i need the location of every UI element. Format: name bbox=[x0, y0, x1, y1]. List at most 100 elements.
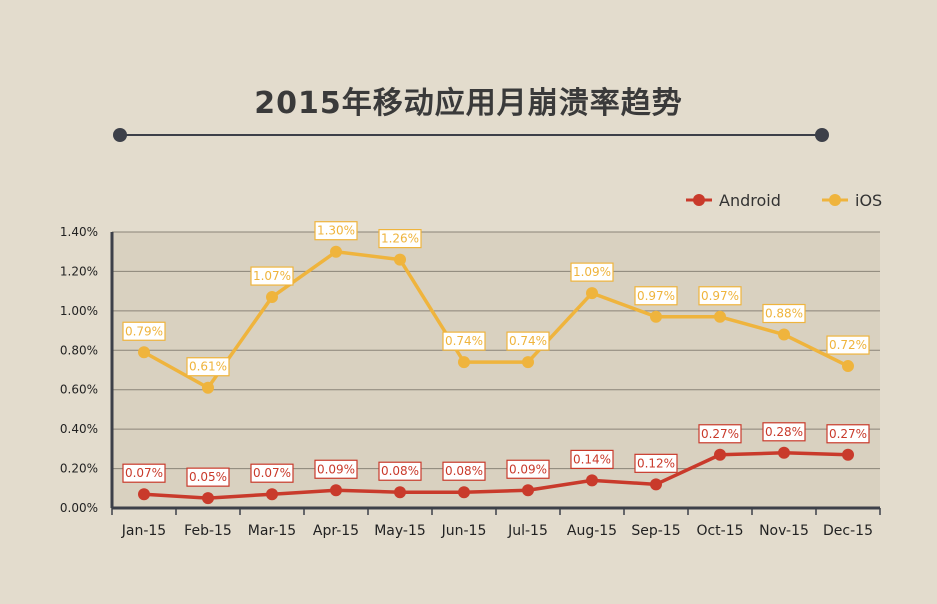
android-label-box bbox=[826, 424, 870, 444]
ios-label-box bbox=[314, 221, 358, 241]
ios-point bbox=[586, 287, 598, 300]
android-data-label: 0.08% bbox=[381, 464, 419, 478]
ios-data-label: 1.09% bbox=[573, 265, 611, 279]
legend-label: iOS bbox=[855, 191, 882, 210]
ios-label-box bbox=[506, 331, 550, 351]
android-point bbox=[650, 478, 662, 491]
android-label-box bbox=[186, 467, 230, 487]
x-tick-label: Apr-15 bbox=[313, 523, 359, 539]
ios-point bbox=[842, 360, 854, 373]
ios-point bbox=[266, 291, 278, 304]
x-tick-label: Jul-15 bbox=[507, 523, 548, 539]
divider-dot-left bbox=[113, 128, 127, 142]
x-tick-label: Nov-15 bbox=[759, 523, 809, 539]
android-point bbox=[202, 492, 214, 505]
android-data-label: 0.28% bbox=[765, 425, 803, 439]
title-divider bbox=[120, 134, 822, 136]
legend-android: Android bbox=[686, 191, 781, 210]
ios-label-box bbox=[186, 357, 230, 377]
x-tick-label: Sep-15 bbox=[631, 523, 680, 539]
y-tick-label: 0.40% bbox=[60, 422, 98, 436]
legend-swatch-dot bbox=[693, 194, 705, 206]
y-tick-label: 0.00% bbox=[60, 501, 98, 515]
ios-label-box bbox=[250, 266, 294, 286]
android-label-box bbox=[442, 461, 486, 481]
ios-line bbox=[143, 249, 849, 390]
ios-label-box bbox=[442, 331, 486, 351]
ios-data-label: 0.79% bbox=[125, 324, 163, 338]
ios-data-label: 1.07% bbox=[253, 269, 291, 283]
android-label-box bbox=[762, 422, 806, 442]
android-line bbox=[143, 451, 849, 500]
android-data-label: 0.09% bbox=[317, 462, 355, 476]
legend-label: Android bbox=[719, 191, 781, 210]
ios-point bbox=[138, 346, 150, 359]
ios-data-label: 0.72% bbox=[829, 338, 867, 352]
android-data-label: 0.07% bbox=[125, 466, 163, 480]
x-tick-label: Feb-15 bbox=[184, 523, 232, 539]
ios-point bbox=[394, 253, 406, 266]
legend-ios: iOS bbox=[822, 191, 882, 210]
plot-area bbox=[112, 232, 880, 508]
android-data-label: 0.07% bbox=[253, 466, 291, 480]
android-point bbox=[586, 474, 598, 487]
x-tick-label: Dec-15 bbox=[823, 523, 873, 539]
x-tick-label: Oct-15 bbox=[696, 523, 743, 539]
x-tick-label: Aug-15 bbox=[567, 523, 617, 539]
ios-point bbox=[458, 356, 470, 369]
y-tick-label: 1.00% bbox=[60, 304, 98, 318]
android-label-box bbox=[314, 459, 358, 479]
android-label-box bbox=[378, 461, 422, 481]
y-tick-label: 1.20% bbox=[60, 264, 98, 278]
y-tick-label: 0.60% bbox=[60, 383, 98, 397]
y-tick-label: 0.80% bbox=[60, 343, 98, 357]
ios-data-label: 0.74% bbox=[445, 334, 483, 348]
ios-data-label: 0.97% bbox=[701, 289, 739, 303]
ios-label-box bbox=[698, 286, 742, 306]
android-point bbox=[842, 448, 854, 461]
ios-point bbox=[714, 310, 726, 323]
android-point bbox=[778, 446, 790, 459]
ios-point bbox=[522, 356, 534, 369]
series-android: 0.07% 0.05% 0.07% 0.09% 0.08% 0.08% 0.09% 0.14%… bbox=[122, 422, 870, 505]
ios-label-box bbox=[826, 335, 870, 355]
android-data-label: 0.09% bbox=[509, 462, 547, 476]
android-label-box bbox=[634, 453, 678, 473]
android-point bbox=[714, 448, 726, 461]
ios-label-box bbox=[122, 321, 166, 341]
android-data-label: 0.08% bbox=[445, 464, 483, 478]
android-label-box bbox=[250, 463, 294, 483]
ios-point bbox=[778, 328, 790, 341]
android-point bbox=[330, 484, 342, 497]
ios-point bbox=[650, 310, 662, 323]
android-point bbox=[394, 486, 406, 499]
ios-data-label: 1.26% bbox=[381, 232, 419, 246]
ios-data-label: 0.61% bbox=[189, 360, 227, 374]
android-point bbox=[138, 488, 150, 501]
android-data-label: 0.14% bbox=[573, 452, 611, 466]
android-data-label: 0.27% bbox=[701, 427, 739, 441]
ios-label-box bbox=[570, 262, 614, 282]
android-label-box bbox=[122, 463, 166, 483]
android-label-box bbox=[570, 449, 614, 469]
android-label-box bbox=[506, 459, 550, 479]
ios-data-label: 1.30% bbox=[317, 224, 355, 238]
x-tick-label: Jan-15 bbox=[121, 523, 166, 539]
divider-dot-right bbox=[815, 128, 829, 142]
android-data-label: 0.27% bbox=[829, 427, 867, 441]
x-tick-label: Mar-15 bbox=[248, 523, 296, 539]
android-point bbox=[458, 486, 470, 499]
y-tick-label: 1.40% bbox=[60, 225, 98, 239]
ios-label-box bbox=[378, 229, 422, 249]
android-point bbox=[522, 484, 534, 497]
y-tick-label: 0.20% bbox=[60, 462, 98, 476]
x-tick-label: May-15 bbox=[374, 523, 426, 539]
android-point bbox=[266, 488, 278, 501]
ios-data-label: 0.88% bbox=[765, 307, 803, 321]
legend-swatch-dot bbox=[829, 194, 841, 206]
chart-title: 2015年移动应用月崩溃率趋势 bbox=[254, 86, 683, 121]
ios-point bbox=[202, 381, 214, 394]
ios-label-box bbox=[762, 303, 806, 324]
android-label-box bbox=[698, 424, 742, 444]
